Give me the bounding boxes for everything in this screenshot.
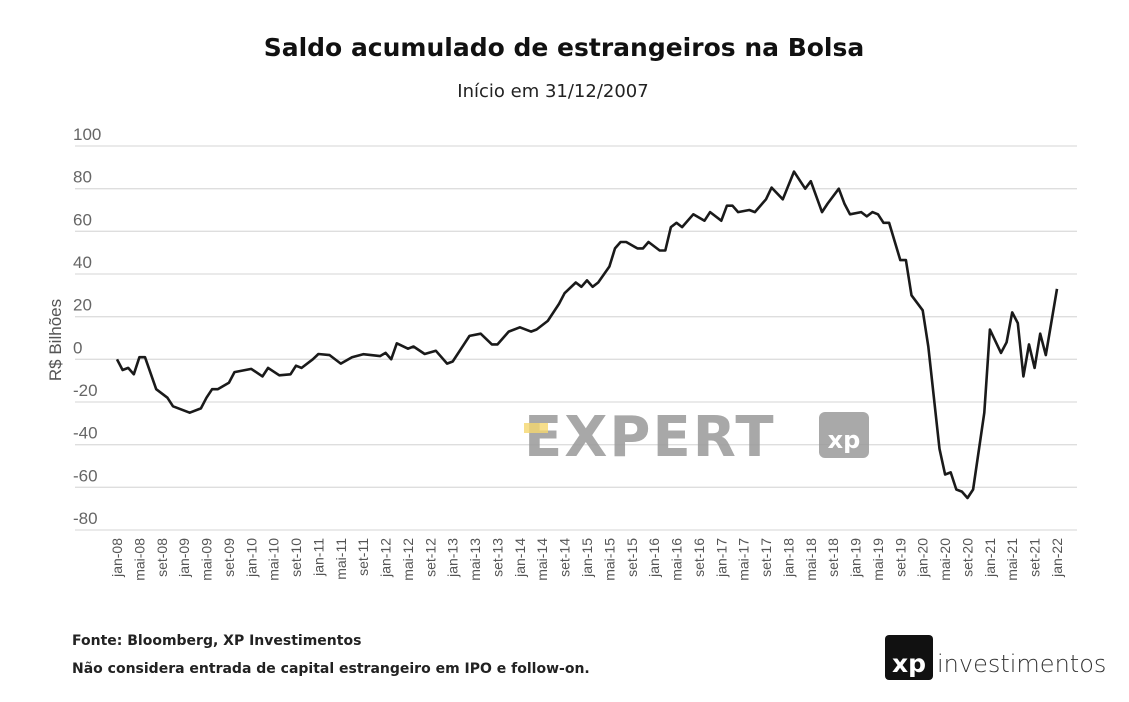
footer-note: Não considera entrada de capital estrang… (72, 661, 590, 677)
x-tick-label: mai-18 (803, 538, 819, 581)
y-tick-label: -80 (73, 509, 98, 528)
x-tick-label: set-14 (557, 538, 573, 577)
y-ticks: 100 80 60 40 20 0 -20 -40 -60 -80 (73, 125, 101, 528)
x-tick-label: mai-15 (601, 538, 617, 581)
watermark-badge (819, 412, 869, 458)
y-tick-label: 60 (73, 210, 92, 229)
xp-logo-box (885, 635, 933, 680)
x-tick-label: set-10 (288, 538, 304, 577)
x-tick-label: jan-09 (176, 538, 192, 578)
x-tick-label: set-12 (422, 538, 438, 577)
xp-logo: xp investimentos (885, 635, 1106, 680)
footer-source: Fonte: Bloomberg, XP Investimentos (72, 633, 361, 649)
chart-subtitle: Início em 31/12/2007 (457, 81, 648, 102)
x-tick-label: jan-20 (915, 538, 931, 578)
x-tick-label: mai-08 (131, 538, 147, 581)
x-tick-label: mai-21 (1004, 538, 1020, 581)
x-tick-label: jan-13 (445, 538, 461, 578)
y-tick-label: 20 (73, 296, 92, 315)
y-tick-label: -40 (73, 424, 98, 443)
y-axis-label: R$ Bilhões (46, 299, 65, 381)
x-tick-label: set-09 (221, 538, 237, 577)
x-tick-label: set-18 (825, 538, 841, 577)
x-tick-label: jan-19 (848, 538, 864, 578)
x-tick-label: jan-11 (310, 538, 326, 577)
x-tick-label: set-13 (489, 538, 505, 577)
x-tick-label: set-21 (1027, 538, 1043, 577)
y-tick-label: 80 (73, 168, 92, 187)
x-tick-label: set-16 (691, 538, 707, 577)
series-line (115, 170, 1059, 500)
x-tick-label: jan-16 (646, 538, 662, 578)
x-tick-label: mai-12 (400, 538, 416, 581)
x-tick-label: mai-09 (199, 538, 215, 581)
x-tick-label: set-08 (154, 538, 170, 577)
x-tick-label: mai-16 (669, 538, 685, 581)
xp-logo-text: investimentos (937, 650, 1106, 678)
x-tick-label: set-11 (355, 538, 371, 576)
x-tick-label: mai-11 (333, 538, 349, 580)
x-tick-label: set-19 (892, 538, 908, 577)
y-tick-label: 40 (73, 253, 92, 272)
x-tick-label: jan-21 (982, 538, 998, 578)
y-tick-label: 0 (73, 338, 82, 357)
x-tick-label: jan-14 (512, 538, 528, 578)
x-tick-label: mai-10 (266, 538, 282, 581)
watermark: EXPERT xp (524, 405, 869, 470)
x-tick-label: jan-17 (713, 538, 729, 578)
watermark-text: EXPERT (524, 405, 776, 470)
chart-title: Saldo acumulado de estrangeiros na Bolsa (264, 33, 865, 62)
x-ticks: jan-08 mai-08 set-08 jan-09 mai-09 set-09 jan-… (109, 538, 1065, 581)
x-tick-label: jan-15 (579, 538, 595, 578)
x-tick-label: jan-10 (243, 538, 259, 578)
x-tick-label: mai-20 (937, 538, 953, 581)
gridlines (75, 145, 1077, 531)
x-tick-label: set-17 (758, 538, 774, 577)
y-tick-label: -20 (73, 381, 98, 400)
y-tick-label: -60 (73, 466, 98, 485)
y-tick-label: 100 (73, 125, 101, 144)
watermark-accent (524, 423, 548, 433)
x-tick-label: jan-22 (1049, 538, 1065, 578)
watermark-badge-text: xp (828, 426, 861, 454)
x-tick-label: mai-17 (736, 538, 752, 581)
x-tick-label: jan-12 (378, 538, 394, 578)
x-tick-label: mai-13 (467, 538, 483, 581)
x-tick-label: mai-14 (534, 538, 550, 581)
x-tick-label: set-20 (959, 538, 975, 577)
xp-logo-mark: xp (892, 649, 926, 678)
x-tick-label: jan-18 (780, 538, 796, 578)
x-tick-label: set-15 (624, 538, 640, 577)
x-tick-label: jan-08 (109, 538, 125, 578)
x-tick-label: mai-19 (870, 538, 886, 581)
